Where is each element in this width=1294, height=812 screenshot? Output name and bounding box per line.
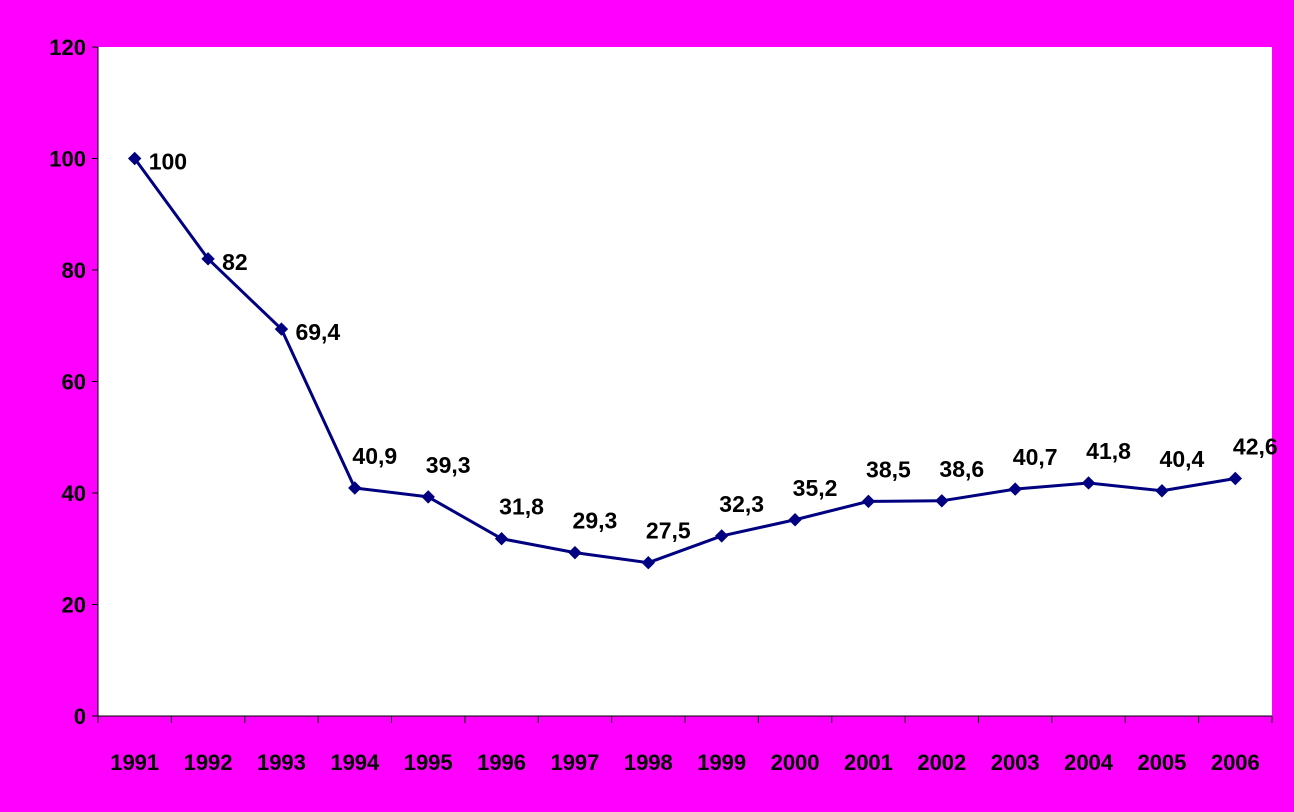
data-point [788, 513, 802, 527]
data-label: 40,7 [1013, 444, 1058, 470]
x-tick-label: 2004 [1064, 750, 1114, 775]
x-tick-label: 1999 [697, 750, 746, 775]
data-label: 82 [222, 249, 248, 275]
data-point [714, 529, 729, 543]
data-point [568, 545, 582, 560]
data-label: 69,4 [295, 319, 340, 345]
data-point [274, 322, 289, 336]
data-label: 40,9 [352, 443, 397, 469]
data-label: 39,3 [426, 452, 471, 478]
data-point [421, 490, 435, 504]
data-point [641, 555, 656, 570]
data-label: 38,5 [866, 456, 911, 482]
x-tick-label: 1993 [257, 750, 306, 775]
x-tick-label: 2003 [991, 750, 1040, 775]
x-axis: 1991 1992 1993 1994 1995 1996 1997 1998 1999 2000… [97, 715, 1273, 775]
plot-area [98, 47, 1272, 716]
data-point [1081, 476, 1096, 490]
x-tick-label: 2006 [1211, 750, 1260, 775]
y-tick-label: 80 [62, 258, 86, 283]
x-tick-label: 2000 [771, 750, 820, 775]
data-label: 40,4 [1160, 446, 1205, 472]
x-tick-label: 1992 [184, 750, 233, 775]
data-label: 29,3 [573, 508, 618, 534]
x-tick-label: 1995 [404, 750, 453, 775]
y-tick-label: 120 [49, 35, 86, 60]
y-tick-label: 100 [49, 147, 86, 172]
y-tick-label: 60 [62, 370, 86, 395]
y-tick-label: 20 [62, 593, 86, 618]
x-tick-label: 1996 [477, 750, 526, 775]
data-label: 31,8 [499, 494, 544, 520]
data-label: 32,3 [719, 491, 764, 517]
data-label: 42,6 [1233, 434, 1278, 460]
data-point [1155, 484, 1169, 498]
x-tick-label: 1997 [550, 750, 599, 775]
data-point [861, 494, 876, 509]
series-line [133, 157, 1236, 565]
data-label: 27,5 [646, 518, 691, 544]
data-label: 38,6 [939, 456, 984, 482]
data-label: 100 [149, 149, 187, 175]
data-label: 41,8 [1086, 438, 1131, 464]
x-tick-label: 2005 [1137, 750, 1186, 775]
data-point [127, 151, 142, 166]
data-point [1008, 482, 1022, 496]
x-tick-label: 2001 [844, 750, 893, 775]
y-axis: 0 20 40 60 80 100 120 [49, 35, 99, 729]
y-tick-label: 40 [62, 481, 86, 506]
y-tick-label: 0 [74, 704, 86, 729]
x-tick-label: 1991 [110, 750, 159, 775]
x-tick-label: 1998 [624, 750, 673, 775]
x-tick-label: 2002 [917, 750, 966, 775]
data-point [348, 481, 362, 495]
data-point [494, 532, 509, 546]
data-point [935, 494, 949, 508]
data-point [201, 252, 215, 266]
data-label: 35,2 [793, 475, 838, 501]
x-tick-label: 1994 [330, 750, 380, 775]
series-group: 100 82 69,4 40,9 39,3 31,8 29,3 27,5 32,3 35,2 38,… [127, 149, 1278, 570]
data-point [1228, 471, 1243, 486]
